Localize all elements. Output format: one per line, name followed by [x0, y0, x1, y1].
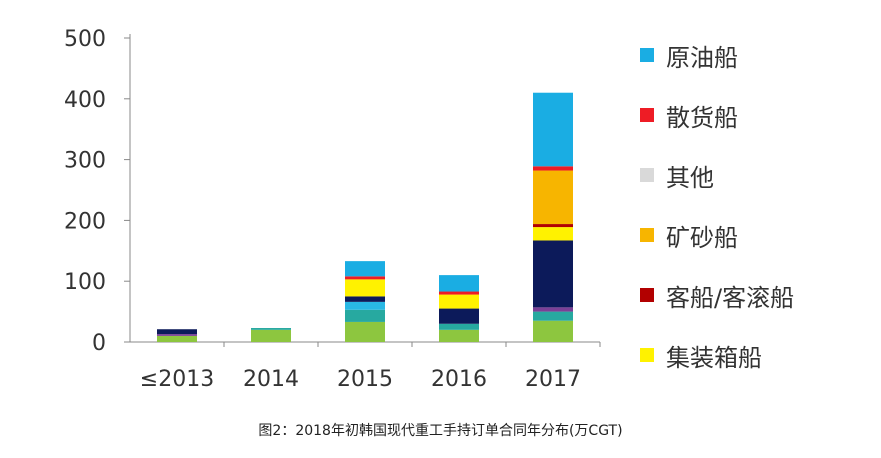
y-axis: 0 100 200 300 400 500	[64, 27, 131, 356]
legend-swatch	[640, 48, 654, 62]
legend-swatch	[640, 108, 654, 122]
legend-item: 客船/客滚船	[640, 280, 795, 312]
bars	[157, 92, 573, 342]
bar-segment	[251, 329, 291, 342]
x-tick-label: 2015	[337, 367, 393, 392]
bar-segment	[345, 296, 385, 302]
y-tick-label: 500	[64, 27, 106, 52]
bar-segment	[439, 323, 479, 330]
bar-segment	[345, 279, 385, 297]
bar-segment	[533, 166, 573, 171]
bar-segment	[345, 276, 385, 280]
legend-label: 其他	[666, 163, 714, 192]
bar-segment	[439, 275, 479, 292]
bar-segment	[533, 227, 573, 241]
bar-segment	[345, 261, 385, 277]
bar-segment	[439, 329, 479, 342]
bar-segment	[533, 92, 573, 167]
bar-segment	[533, 224, 573, 228]
legend-swatch	[640, 288, 654, 302]
legend-item: 原油船	[640, 40, 738, 72]
bar-segment	[439, 291, 479, 295]
bar-segment	[345, 301, 385, 310]
bar-segment	[439, 308, 479, 324]
bar-segment	[345, 309, 385, 322]
bar-segment	[439, 294, 479, 309]
legend-swatch	[640, 348, 654, 362]
legend-label: 矿砂船	[666, 223, 738, 252]
bar-segment	[157, 335, 197, 342]
bar-segment	[533, 240, 573, 308]
bar-segment	[251, 328, 291, 330]
legend-label: 散货船	[666, 103, 738, 132]
bar-segment	[533, 307, 573, 312]
legend-swatch	[640, 168, 654, 182]
bar-segment	[533, 170, 573, 225]
bar-segment	[345, 321, 385, 342]
legend-item: 散货船	[640, 100, 738, 132]
figure-caption: 图2：2018年初韩国现代重工手持订单合同年分布(万CGT)	[258, 423, 623, 439]
y-tick-label: 300	[64, 149, 106, 174]
legend-label: 原油船	[666, 43, 738, 72]
x-tick-label: 2017	[525, 367, 581, 392]
bar-segment	[157, 329, 197, 335]
x-tick-label: 2014	[243, 367, 299, 392]
bar-segment	[533, 320, 573, 342]
legend-label: 集装箱船	[666, 343, 762, 372]
legend-item: 其他	[640, 160, 714, 192]
y-tick-label: 400	[64, 88, 106, 113]
x-tick-label: 2016	[431, 367, 487, 392]
legend-label: 客船/客滚船	[666, 283, 795, 312]
bar-segment	[533, 311, 573, 321]
x-tick-label: ≤2013	[140, 367, 214, 392]
y-tick-label: 0	[92, 331, 106, 356]
y-tick-label: 200	[64, 209, 106, 234]
y-tick-label: 100	[64, 270, 106, 295]
legend-item: 矿砂船	[640, 220, 738, 252]
bar-segment	[157, 334, 197, 336]
legend-swatch	[640, 228, 654, 242]
legend-item: 集装箱船	[640, 340, 762, 372]
x-axis: ≤2013 2014 2015 2016 2017	[130, 341, 601, 392]
